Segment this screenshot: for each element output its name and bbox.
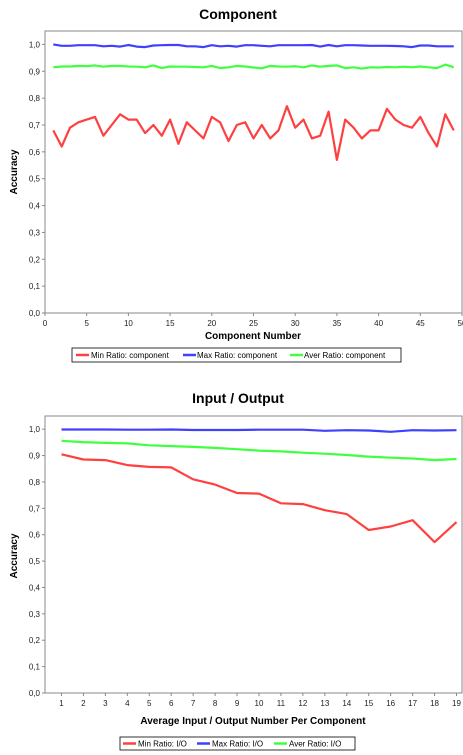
y-tick-label: 0,4 <box>29 583 41 592</box>
x-tick-label: 45 <box>416 319 425 328</box>
y-tick-label: 0,3 <box>29 610 41 619</box>
y-tick-label: 0,0 <box>29 309 41 318</box>
legend-label-aver: Aver Ratio: component <box>304 351 386 360</box>
y-tick-label: 0,6 <box>29 148 41 157</box>
x-tick-label: 16 <box>386 699 395 708</box>
io-chart: Input / Output 0,00,10,20,30,40,50,60,70… <box>9 390 463 751</box>
y-tick-label: 0,5 <box>29 557 41 566</box>
y-tick-label: 0,9 <box>29 67 41 76</box>
x-tick-label: 40 <box>374 319 383 328</box>
x-tick-label: 30 <box>291 319 300 328</box>
series-lines <box>52 43 455 161</box>
y-tick-label: 0,2 <box>29 255 41 264</box>
legend-label-aver: Aver Ratio: I/O <box>289 740 341 749</box>
x-axis: 1 2 3 4 5 6 7 8 9 10 11 12 13 14 15 16 17 18 19 <box>59 693 462 708</box>
x-tick-label: 17 <box>408 699 417 708</box>
y-tick-label: 1,0 <box>29 40 41 49</box>
x-tick-label: 6 <box>169 699 174 708</box>
x-tick-label: 15 <box>166 319 175 328</box>
x-tick-label: 9 <box>235 699 240 708</box>
x-tick-label: 11 <box>277 699 286 708</box>
x-tick-label: 25 <box>249 319 258 328</box>
legend-box <box>71 347 402 363</box>
legend-label-max: Max Ratio: component <box>197 351 278 360</box>
x-tick-label: 12 <box>298 699 307 708</box>
y-tick-label: 0,8 <box>29 94 41 103</box>
x-tick-label: 3 <box>103 699 108 708</box>
y-tick-label: 0,3 <box>29 228 41 237</box>
x-tick-label: 35 <box>332 319 341 328</box>
y-tick-label: 0,2 <box>29 636 41 645</box>
y-tick-label: 0,4 <box>29 202 41 211</box>
x-tick-label: 10 <box>124 319 133 328</box>
series-lines <box>61 428 458 544</box>
series-line-max-ratio <box>53 43 454 49</box>
legend-label-min: Min Ratio: component <box>91 351 170 360</box>
x-tick-label: 50 <box>458 319 463 328</box>
legend: Min Ratio: component Max Ratio: componen… <box>71 347 402 363</box>
x-tick-label: 10 <box>255 699 264 708</box>
series-line-aver-ratio <box>53 63 455 70</box>
component-chart: Component 0,0 0,1 0,2 0,3 0,4 0,5 0,6 0,7 0,8 0,9… <box>9 6 463 363</box>
legend-label-min: Min Ratio: I/O <box>138 740 187 749</box>
y-axis: 0,0 0,1 0,2 0,3 0,4 0,5 0,6 0,7 0,8 0,9 1,0 <box>29 425 45 698</box>
y-tick-label: 0,1 <box>29 663 41 672</box>
x-tick-label: 14 <box>342 699 351 708</box>
chart-title: Input / Output <box>192 390 284 406</box>
x-tick-label: 5 <box>84 319 89 328</box>
y-tick-label: 0,6 <box>29 531 41 540</box>
series-line-min-ratio <box>52 105 455 161</box>
chart-title: Component <box>199 6 277 22</box>
y-axis-label: Accuracy <box>9 149 20 194</box>
x-tick-label: 19 <box>452 699 461 708</box>
legend: Min Ratio: I/O Max Ratio: I/O Aver Ratio… <box>119 736 356 751</box>
x-tick-label: 4 <box>125 699 130 708</box>
y-tick-label: 0,7 <box>29 121 41 130</box>
y-tick-label: 0,7 <box>29 504 41 513</box>
legend-box <box>119 736 356 751</box>
x-tick-label: 5 <box>147 699 152 708</box>
y-tick-label: 0,8 <box>29 478 41 487</box>
x-axis-label: Component Number <box>205 331 301 342</box>
series-line-min-ratio <box>61 453 458 544</box>
x-tick-label: 0 <box>43 319 48 328</box>
x-tick-label: 18 <box>430 699 439 708</box>
x-tick-label: 7 <box>191 699 196 708</box>
y-axis-label: Accuracy <box>9 533 20 578</box>
x-tick-label: 2 <box>81 699 86 708</box>
y-tick-label: 0,0 <box>29 689 41 698</box>
x-tick-label: 15 <box>364 699 373 708</box>
x-tick-label: 8 <box>213 699 218 708</box>
series-line-max-ratio <box>61 428 457 433</box>
y-tick-label: 0,9 <box>29 452 41 461</box>
x-tick-label: 1 <box>59 699 64 708</box>
y-tick-label: 1,0 <box>29 425 41 434</box>
series-line-aver-ratio <box>61 439 457 462</box>
x-tick-label: 20 <box>207 319 216 328</box>
x-tick-label: 13 <box>320 699 329 708</box>
y-tick-label: 0,5 <box>29 175 41 184</box>
y-axis: 0,0 0,1 0,2 0,3 0,4 0,5 0,6 0,7 0,8 0,9 1,0 <box>29 40 45 318</box>
x-axis-label: Average Input / Output Number Per Compon… <box>140 716 366 727</box>
plot-area <box>44 30 463 314</box>
y-tick-label: 0,1 <box>29 282 41 291</box>
x-axis: 0 5 10 15 20 25 30 35 40 45 50 <box>43 313 463 328</box>
legend-label-max: Max Ratio: I/O <box>212 740 263 749</box>
